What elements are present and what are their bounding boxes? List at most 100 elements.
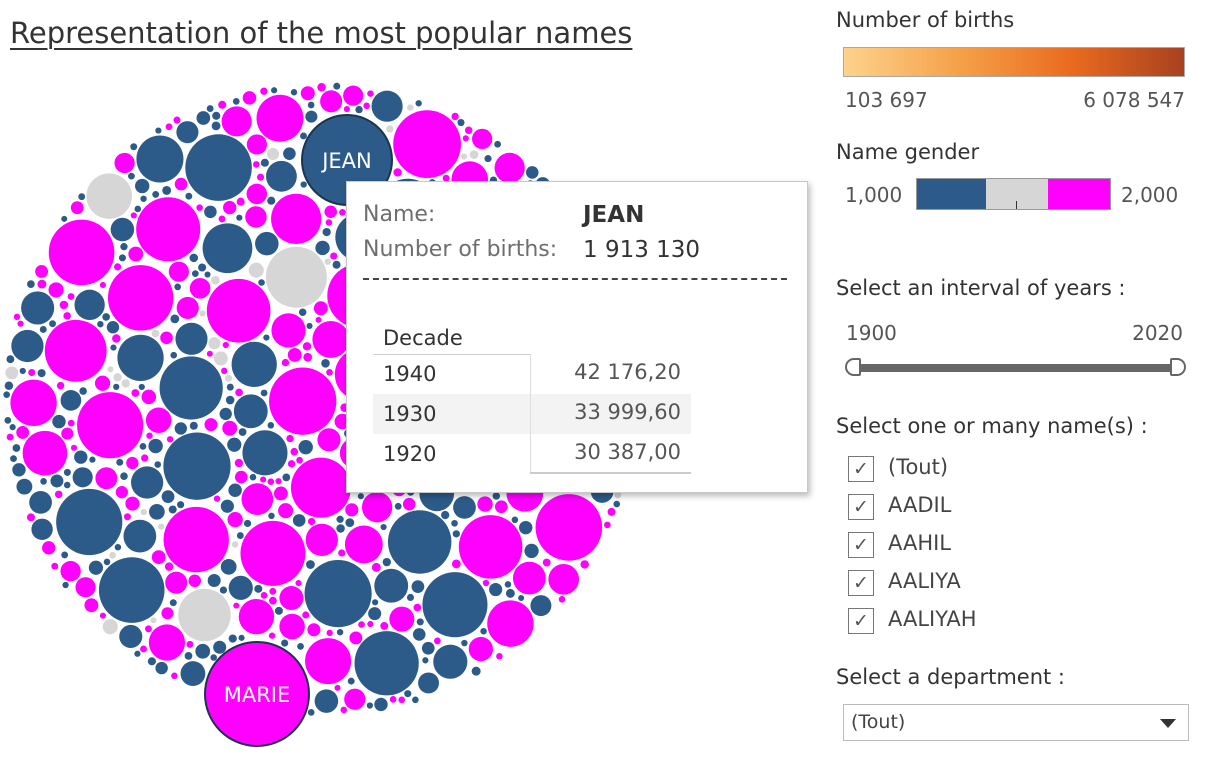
name-bubble[interactable]: [60, 560, 81, 582]
name-bubble[interactable]: [273, 486, 288, 501]
name-bubble[interactable]: [70, 201, 84, 215]
name-bubble[interactable]: [279, 613, 305, 640]
name-bubble[interactable]: [117, 334, 164, 382]
name-bubble[interactable]: [312, 320, 350, 358]
name-bubble[interactable]: [130, 466, 164, 499]
name-bubble[interactable]: [235, 388, 243, 397]
name-bubble[interactable]: [267, 422, 275, 429]
name-bubble[interactable]: [398, 696, 406, 704]
name-bubble[interactable]: [336, 628, 344, 636]
name-bubble[interactable]: [298, 308, 307, 316]
name-bubble[interactable]: [107, 265, 174, 331]
name-bubble[interactable]: [233, 602, 240, 609]
name-bubble[interactable]: [184, 651, 193, 660]
name-bubble[interactable]: [404, 690, 412, 698]
name-bubble[interactable]: [240, 520, 306, 586]
name-bubble[interactable]: [343, 106, 350, 113]
name-bubble[interactable]: [145, 407, 172, 434]
name-bubble[interactable]: [180, 661, 206, 686]
name-bubble[interactable]: [107, 366, 114, 373]
name-bubble[interactable]: [174, 283, 182, 291]
name-bubble[interactable]: [249, 473, 257, 481]
name-bubble[interactable]: [148, 624, 186, 661]
name-bubble[interactable]: [131, 389, 140, 397]
name-bubble[interactable]: [332, 260, 341, 269]
name-bubble[interactable]: [295, 579, 302, 587]
name-bubble[interactable]: [236, 214, 243, 221]
name-bubble[interactable]: [59, 300, 69, 310]
checkbox[interactable]: ✓: [848, 608, 874, 634]
name-bubble[interactable]: [207, 573, 221, 587]
name-bubble[interactable]: [219, 586, 228, 594]
name-bubble[interactable]: [389, 696, 397, 703]
name-bubble[interactable]: [79, 387, 87, 395]
name-bubble[interactable]: [174, 422, 187, 435]
name-bubble[interactable]: [29, 491, 52, 514]
name-bubble[interactable]: [56, 381, 65, 390]
name-bubble[interactable]: [146, 432, 153, 439]
name-bubble[interactable]: [198, 263, 207, 272]
name-bubble[interactable]: [28, 368, 36, 377]
name-bubble[interactable]: [206, 350, 213, 357]
name-bubble[interactable]: [368, 607, 382, 621]
name-bubble[interactable]: [106, 321, 120, 334]
name-bubble[interactable]: [416, 618, 424, 626]
name-bubble[interactable]: [138, 383, 145, 391]
name-bubble[interactable]: [35, 264, 49, 278]
name-bubble[interactable]: [52, 414, 66, 429]
name-bubble[interactable]: [99, 612, 107, 619]
name-bubble[interactable]: [5, 366, 19, 380]
name-bubble[interactable]: [298, 439, 313, 455]
name-bubble[interactable]: [246, 183, 268, 205]
name-bubble[interactable]: [278, 503, 294, 519]
name-bubble[interactable]: [347, 677, 355, 685]
name-bubble[interactable]: [232, 97, 240, 105]
name-bubble[interactable]: [19, 367, 26, 375]
name-bubble[interactable]: [128, 246, 144, 262]
name-bubble[interactable]: [39, 326, 47, 333]
name-bubble[interactable]: [114, 152, 135, 174]
name-bubble[interactable]: [222, 341, 229, 349]
name-bubble[interactable]: [412, 628, 426, 641]
name-bubble[interactable]: [204, 271, 211, 278]
name-bubble[interactable]: [12, 463, 26, 477]
name-bubble[interactable]: [535, 494, 603, 561]
name-bubble[interactable]: [72, 467, 93, 488]
name-bubble[interactable]: [339, 209, 346, 216]
name-bubble[interactable]: [358, 621, 365, 628]
name-bubble[interactable]: [165, 123, 173, 131]
name-bubble[interactable]: [267, 478, 275, 485]
name-bubble[interactable]: [355, 105, 363, 114]
name-bubble[interactable]: [186, 640, 194, 648]
name-bubble[interactable]: [50, 474, 64, 488]
name-bubble[interactable]: [113, 383, 120, 391]
name-bubble[interactable]: [472, 128, 493, 150]
name-bubble[interactable]: [4, 417, 12, 424]
name-bubble[interactable]: [283, 147, 296, 160]
name-bubble[interactable]: [382, 557, 391, 567]
checkbox[interactable]: ✓: [848, 532, 874, 558]
chevron-down-icon[interactable]: [1160, 719, 1176, 728]
name-bubble[interactable]: [6, 355, 15, 364]
name-bubble[interactable]: [322, 227, 331, 237]
name-bubble[interactable]: [13, 313, 21, 321]
name-bubble[interactable]: [228, 483, 242, 497]
name-bubble[interactable]: [164, 562, 174, 571]
name-bubble[interactable]: [54, 490, 63, 499]
name-bubble[interactable]: [580, 560, 589, 569]
name-bubble[interactable]: [266, 160, 297, 192]
name-bubble[interactable]: [326, 629, 333, 636]
name-bubble[interactable]: [367, 620, 374, 628]
name-bubble[interactable]: [542, 558, 551, 567]
name-bubble[interactable]: [112, 334, 121, 343]
name-bubble[interactable]: [260, 158, 269, 167]
name-bubble[interactable]: [174, 177, 188, 191]
name-bubble[interactable]: [422, 657, 429, 664]
name-bubble[interactable]: [345, 518, 355, 528]
name-bubble[interactable]: [227, 437, 242, 452]
name-bubble[interactable]: [234, 458, 244, 468]
name-bubble[interactable]: [213, 351, 228, 366]
name-bubble[interactable]: [380, 523, 387, 531]
name-bubble[interactable]: [433, 644, 468, 679]
name-bubble[interactable]: [453, 496, 476, 519]
